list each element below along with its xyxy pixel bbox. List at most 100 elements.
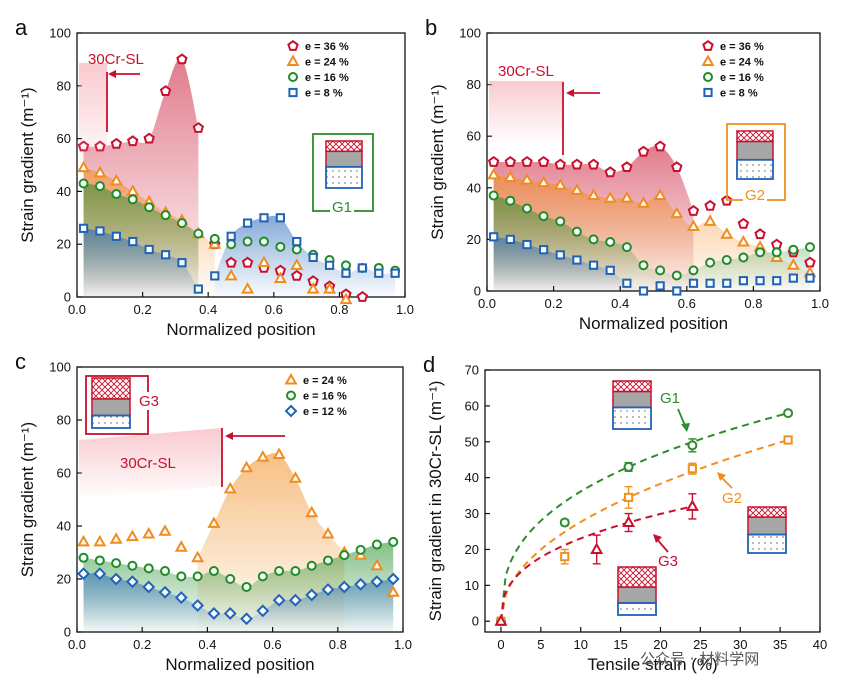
data-point [685, 499, 699, 511]
x-tick-label: 0.8 [329, 637, 347, 652]
legend-marker [286, 390, 296, 401]
inset-grey-layer [617, 586, 657, 604]
series-e-24- [487, 167, 817, 278]
data-point [272, 447, 286, 459]
data-point [571, 226, 582, 237]
legend-entry: e = 36 % [305, 41, 349, 53]
data-point [242, 236, 253, 247]
inset-hatched-layer [612, 380, 652, 393]
data-point [737, 217, 750, 229]
data-point [655, 281, 665, 291]
legend-marker [284, 372, 298, 385]
band-30cr-sl [79, 63, 107, 168]
series-e-12- [77, 567, 400, 626]
x-tick-label: 0.2 [133, 637, 151, 652]
shaded-area [214, 215, 396, 297]
data-point [653, 188, 667, 201]
x-tick-label: 40 [813, 637, 827, 652]
data-point [109, 572, 123, 586]
data-point [111, 558, 122, 569]
series-label-g1: G1 [660, 390, 680, 407]
legend-marker [288, 87, 298, 98]
series-label-g2: G2 [722, 490, 742, 507]
panel-label: b [425, 15, 437, 40]
data-point [160, 566, 171, 577]
data-point [688, 265, 699, 276]
data-point [127, 560, 138, 571]
data-point [572, 255, 582, 265]
data-point [160, 210, 171, 221]
data-point [241, 256, 254, 268]
inset-grey-layer [736, 140, 774, 161]
data-point [588, 260, 599, 270]
data-point [537, 155, 550, 167]
data-point [341, 268, 351, 278]
data-point [290, 566, 301, 577]
data-point [721, 255, 732, 266]
y-tick-label: 100 [459, 26, 481, 41]
x-tick-label: 0.8 [330, 302, 348, 317]
data-point [256, 450, 270, 462]
data-point [587, 158, 600, 170]
inset-dotted-layer [612, 406, 652, 430]
data-point [738, 276, 749, 286]
y-tick-label: 40 [467, 180, 481, 195]
data-point [192, 121, 205, 133]
data-point [289, 593, 302, 607]
data-point [504, 155, 517, 167]
x-tick-label: 5 [537, 637, 544, 652]
x-tick-label: 0.6 [264, 637, 282, 652]
data-point [143, 563, 154, 574]
data-point [539, 245, 549, 255]
data-point [522, 239, 532, 250]
data-point [520, 173, 534, 185]
data-point [638, 286, 649, 296]
data-point [109, 532, 123, 544]
data-point [783, 435, 793, 445]
data-point [223, 481, 237, 494]
legend-entry: e = 16 % [303, 391, 347, 403]
plot-frame [486, 32, 821, 292]
data-point [487, 155, 500, 167]
x-tick-label: 0.2 [545, 296, 563, 311]
arrow-head [717, 472, 726, 481]
y-tick-label: 80 [57, 78, 71, 93]
y-tick-label: 0 [472, 614, 479, 629]
data-point [275, 213, 285, 223]
data-point [174, 540, 188, 552]
x-tick-label: 10 [573, 637, 587, 652]
x-tick-label: 0.4 [198, 637, 216, 652]
y-tick-label: 60 [467, 129, 481, 144]
data-point [722, 278, 732, 288]
inset-hatched-layer [91, 377, 131, 400]
data-point [127, 194, 138, 205]
data-point [77, 534, 91, 547]
data-point [620, 191, 634, 203]
y-tick-label: 40 [57, 519, 71, 534]
data-point [537, 175, 551, 188]
annotation-label: 30Cr-SL [120, 455, 176, 472]
data-point [127, 135, 139, 147]
legend: e = 36 % e = 24 % e = 16 % e = 8 % [701, 39, 764, 100]
data-point [256, 604, 270, 618]
arrow-head [108, 70, 116, 78]
inset-label-bg [743, 187, 767, 203]
data-point [226, 231, 236, 241]
x-axis-label: Normalized position [166, 320, 315, 339]
data-point [308, 252, 318, 263]
data-point [144, 202, 155, 213]
watermark: 公众号 · 材料学网 [640, 650, 760, 668]
legend-entry: e = 12 % [303, 406, 347, 418]
legend-marker [703, 72, 713, 82]
data-point [305, 505, 319, 518]
y-tick-label: 80 [57, 413, 71, 428]
data-point [621, 242, 632, 253]
inset-dotted-layer [325, 165, 363, 189]
y-axis-label: Strain gradient in 30Cr-SL (m⁻¹) [426, 381, 445, 622]
legend-marker [286, 54, 300, 66]
data-point [241, 581, 252, 592]
inset-dotted-layer [91, 414, 131, 429]
data-point [555, 216, 566, 227]
series-e-24- [77, 447, 400, 597]
